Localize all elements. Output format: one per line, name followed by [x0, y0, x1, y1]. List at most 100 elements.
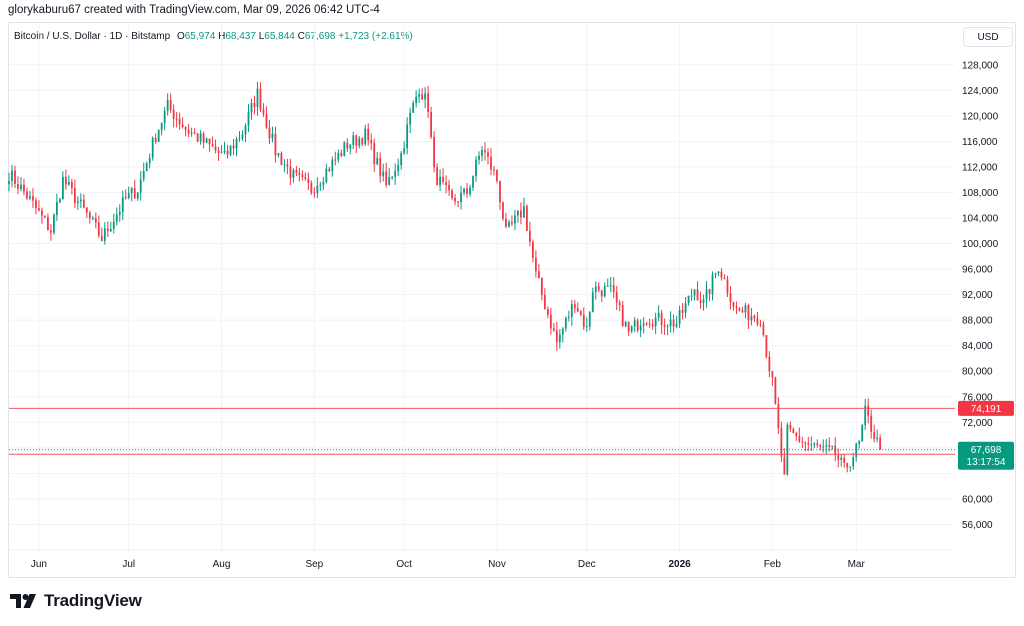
- candle-body: [292, 170, 295, 178]
- candle-body: [217, 150, 220, 153]
- candle-body: [666, 326, 669, 328]
- symbol-title[interactable]: Bitcoin / U.S. Dollar · 1D · Bitstamp: [14, 31, 171, 42]
- candle-body: [130, 188, 133, 193]
- candle-body: [756, 318, 759, 324]
- x-tick-label: Jul: [122, 559, 135, 570]
- y-tick-label: 56,000: [962, 520, 993, 531]
- candle-body: [112, 221, 115, 229]
- candle-body: [846, 462, 849, 468]
- candle-body: [41, 210, 43, 216]
- candle-body: [115, 214, 118, 222]
- candle-body: [579, 311, 582, 315]
- y-tick-label: 116,000: [962, 137, 998, 148]
- candle-body: [241, 134, 244, 139]
- candle-body: [160, 123, 163, 130]
- candle-body: [316, 185, 319, 194]
- last-price-label: 67,698: [971, 445, 1002, 456]
- candle-body: [855, 443, 858, 458]
- candle-body: [543, 294, 546, 309]
- candle-body: [762, 324, 765, 336]
- candle-body: [879, 437, 882, 450]
- candle-body: [29, 196, 31, 199]
- candle-body: [196, 133, 199, 142]
- candle-body: [79, 199, 82, 202]
- candle-body: [531, 241, 534, 258]
- candle-body: [442, 177, 444, 183]
- candle-body: [840, 457, 843, 460]
- candle-body: [337, 152, 340, 160]
- candle-body: [849, 466, 852, 468]
- y-tick-label: 92,000: [962, 290, 993, 301]
- candle-body: [250, 103, 253, 112]
- y-tick-label: 76,000: [962, 392, 993, 403]
- candle-body: [822, 446, 825, 448]
- candle-body: [529, 230, 531, 242]
- candle-body: [816, 443, 819, 446]
- y-tick-label: 120,000: [962, 111, 999, 122]
- x-tick-label: Dec: [578, 559, 596, 570]
- candle-body: [373, 143, 376, 165]
- candle-body: [421, 94, 424, 100]
- candle-body: [136, 192, 139, 199]
- candle-body: [424, 93, 427, 100]
- candle-body: [265, 114, 268, 128]
- candle-body: [202, 133, 205, 143]
- candle-body: [394, 171, 397, 177]
- candle-body: [675, 324, 678, 327]
- candle-body: [825, 445, 828, 447]
- candle-body: [430, 111, 433, 137]
- candle-body: [567, 316, 570, 318]
- candle-body: [286, 164, 289, 167]
- x-tick-label: 2026: [668, 559, 691, 570]
- candle-body: [687, 295, 690, 304]
- x-tick-label: Feb: [764, 559, 782, 570]
- candle-body: [355, 135, 358, 146]
- candle-body: [612, 285, 615, 293]
- candle-body: [693, 289, 696, 296]
- candle-body: [663, 325, 666, 327]
- candle-body: [594, 286, 597, 293]
- candle-body: [346, 142, 349, 149]
- candle-body: [759, 323, 762, 325]
- tradingview-logo[interactable]: TradingView: [10, 591, 142, 611]
- candle-body: [44, 215, 46, 218]
- candle-body: [747, 305, 750, 321]
- candle-body: [11, 170, 13, 181]
- candle-body: [199, 133, 202, 142]
- candle-body: [313, 192, 316, 194]
- candle-body: [26, 191, 28, 199]
- candle-body: [801, 441, 804, 443]
- candle-body: [502, 202, 504, 219]
- candle-body: [38, 208, 40, 211]
- candle-body: [139, 179, 142, 193]
- candle-body: [268, 127, 271, 139]
- candle-body: [382, 171, 385, 177]
- candle-body: [232, 145, 235, 149]
- y-tick-label: 72,000: [962, 418, 993, 429]
- candle-body: [388, 176, 391, 186]
- candle-body: [289, 166, 292, 178]
- candle-body: [124, 197, 127, 199]
- candle-body: [526, 206, 528, 231]
- candle-body: [127, 192, 130, 198]
- candle-body: [546, 308, 549, 315]
- candle-body: [582, 314, 585, 328]
- candle-body: [277, 153, 280, 156]
- candle-body: [660, 313, 663, 326]
- candle-body: [88, 212, 91, 219]
- candle-body: [505, 218, 507, 227]
- candle-body: [328, 168, 331, 172]
- candle-body: [588, 312, 591, 327]
- y-tick-label: 100,000: [962, 239, 999, 250]
- candle-body: [618, 302, 621, 306]
- candle-body: [14, 170, 16, 184]
- candle-body: [867, 405, 870, 416]
- candle-body: [487, 152, 489, 157]
- candle-body: [53, 214, 55, 233]
- candle-body: [175, 118, 178, 120]
- candle-body: [537, 271, 540, 279]
- currency-button[interactable]: USD: [963, 27, 1013, 47]
- candle-body: [672, 319, 675, 327]
- level-price-label: 74,191: [971, 404, 1002, 415]
